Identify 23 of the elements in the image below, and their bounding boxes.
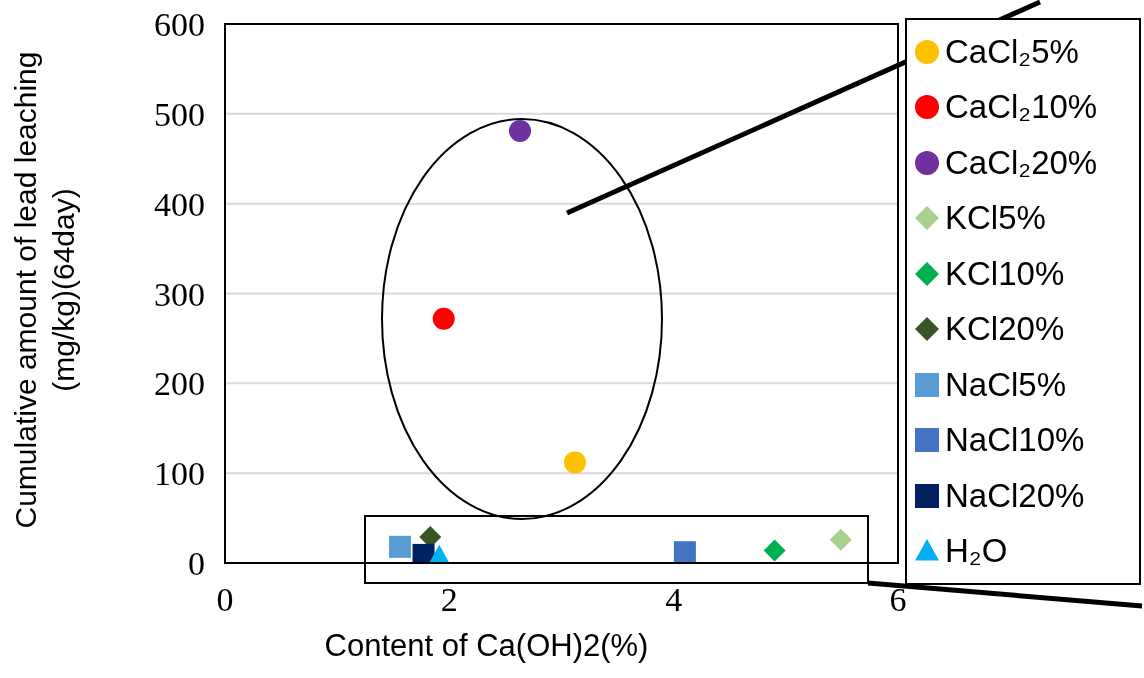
x-tick-label: 4 bbox=[665, 581, 683, 619]
legend-label: KCl20% bbox=[945, 310, 1065, 349]
y-tick-label: 600 bbox=[154, 6, 205, 44]
x-tick-label: 6 bbox=[889, 581, 907, 619]
legend-label: CaCl₂5% bbox=[945, 32, 1079, 71]
legend-label: NaCl20% bbox=[945, 476, 1085, 515]
y-tick-label: 0 bbox=[188, 545, 205, 583]
y-tick-label: 500 bbox=[154, 95, 205, 133]
legend-label: KCl5% bbox=[945, 199, 1046, 238]
legend-label: NaCl10% bbox=[945, 421, 1085, 460]
legend-label: H₂O bbox=[945, 532, 1008, 571]
y-tick-label: 300 bbox=[154, 275, 205, 313]
legend-label: NaCl5% bbox=[945, 365, 1067, 404]
x-tick-label: 0 bbox=[216, 581, 234, 619]
legend-label: CaCl₂10% bbox=[945, 88, 1098, 127]
y-tick-label: 200 bbox=[154, 365, 205, 403]
y-axis-title: Cumulative amount of lead leaching (mg/kg)(64day) bbox=[8, 50, 81, 531]
x-axis-title: Content of Ca(OH)2(%) bbox=[323, 628, 650, 664]
x-tick-label: 2 bbox=[440, 581, 458, 619]
legend-label: KCl10% bbox=[945, 254, 1065, 293]
y-tick-label: 100 bbox=[154, 455, 205, 493]
y-tick-label: 400 bbox=[154, 185, 205, 223]
legend-label: CaCl₂20% bbox=[945, 143, 1098, 182]
